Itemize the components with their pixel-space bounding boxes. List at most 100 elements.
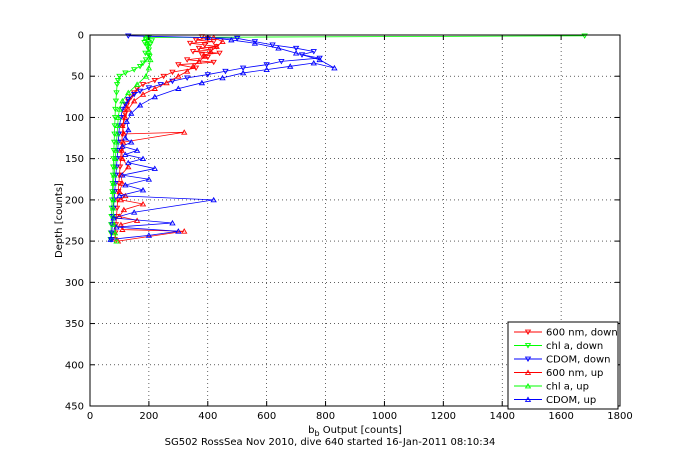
data-point xyxy=(119,139,127,145)
data-point xyxy=(117,156,124,162)
data-point xyxy=(121,110,128,117)
x-tick-label: 1800 xyxy=(607,411,632,422)
x-tick-label: 1600 xyxy=(548,411,573,422)
data-point xyxy=(195,45,203,52)
legend-marker xyxy=(524,329,532,336)
data-point xyxy=(110,221,118,227)
data-point xyxy=(175,62,182,68)
data-point xyxy=(139,200,147,207)
legend-marker xyxy=(524,356,532,363)
data-point xyxy=(142,57,150,63)
data-point xyxy=(113,224,120,230)
data-point xyxy=(213,43,220,49)
data-point xyxy=(112,147,120,153)
data-point xyxy=(139,60,147,67)
data-point xyxy=(113,139,120,145)
y-tick-label: 100 xyxy=(65,113,84,124)
axes-frame xyxy=(89,34,621,407)
data-point xyxy=(119,155,126,162)
data-point xyxy=(145,48,153,54)
x-tick-label: 200 xyxy=(139,411,158,422)
data-point xyxy=(151,85,158,91)
data-point xyxy=(234,35,241,42)
data-point xyxy=(201,42,209,48)
legend-label: 600 nm, down xyxy=(546,328,618,339)
data-point xyxy=(136,102,144,108)
data-point xyxy=(113,90,120,96)
data-point xyxy=(142,73,150,79)
data-point xyxy=(110,196,117,203)
x-tick-label: 1200 xyxy=(431,411,456,422)
data-point xyxy=(125,106,132,112)
series-line xyxy=(110,35,585,240)
y-tick-label: 400 xyxy=(65,360,84,371)
legend-marker xyxy=(524,382,532,389)
figure-caption: SG502 RossSea Nov 2010, dive 640 started… xyxy=(165,437,496,448)
data-point xyxy=(310,59,317,66)
data-point xyxy=(125,33,132,39)
x-axis-label-subscript: b xyxy=(314,429,319,438)
data-point xyxy=(147,56,154,63)
data-point xyxy=(114,122,121,129)
legend-label: chl a, up xyxy=(546,382,589,393)
data-point xyxy=(119,180,126,186)
data-point xyxy=(169,219,176,226)
data-point xyxy=(119,172,126,178)
data-point xyxy=(316,56,323,63)
legend-label: CDOM, up xyxy=(546,395,596,406)
data-point xyxy=(130,97,138,104)
data-point xyxy=(145,85,153,91)
data-point xyxy=(292,45,300,52)
data-point xyxy=(122,135,129,141)
data-point xyxy=(119,226,126,232)
data-point xyxy=(207,48,214,54)
series-5 xyxy=(107,34,338,242)
data-point xyxy=(122,70,129,76)
data-point xyxy=(115,139,122,146)
data-point xyxy=(109,205,117,211)
data-point xyxy=(201,53,209,59)
legend-marker xyxy=(524,343,532,349)
data-point xyxy=(109,188,117,195)
data-point xyxy=(116,164,124,170)
data-point xyxy=(112,106,119,113)
data-point xyxy=(113,82,121,88)
data-point xyxy=(114,148,121,154)
data-point xyxy=(310,49,317,55)
data-point xyxy=(114,77,122,84)
data-point xyxy=(160,73,167,80)
data-point xyxy=(210,59,217,66)
data-point xyxy=(183,68,191,74)
data-point xyxy=(151,77,158,84)
y-tick-label: 0 xyxy=(78,31,84,42)
data-point xyxy=(278,59,285,65)
data-point xyxy=(287,63,294,69)
y-tick-label: 150 xyxy=(65,154,84,165)
y-tick-label: 200 xyxy=(65,195,84,206)
data-point xyxy=(139,91,147,97)
data-point xyxy=(204,72,211,78)
data-point xyxy=(108,230,115,236)
data-point xyxy=(228,36,235,43)
data-point xyxy=(122,101,129,108)
data-point xyxy=(113,238,120,244)
y-tick-label: 300 xyxy=(65,278,84,289)
data-point xyxy=(145,64,153,71)
y-tick-label: 350 xyxy=(65,319,84,330)
data-point xyxy=(118,147,125,153)
data-point xyxy=(113,156,121,162)
data-point xyxy=(119,122,126,129)
series-4 xyxy=(109,34,154,244)
data-point xyxy=(133,147,141,153)
data-point xyxy=(195,58,203,64)
data-point xyxy=(110,214,117,221)
data-point xyxy=(125,163,132,170)
x-axis-label-rest: Output [counts] xyxy=(320,425,402,436)
x-tick-label: 600 xyxy=(257,411,276,422)
data-point xyxy=(198,52,206,58)
y-tick-label: 50 xyxy=(71,72,84,83)
data-point xyxy=(116,192,123,199)
data-point xyxy=(115,181,123,187)
data-point xyxy=(125,89,132,96)
